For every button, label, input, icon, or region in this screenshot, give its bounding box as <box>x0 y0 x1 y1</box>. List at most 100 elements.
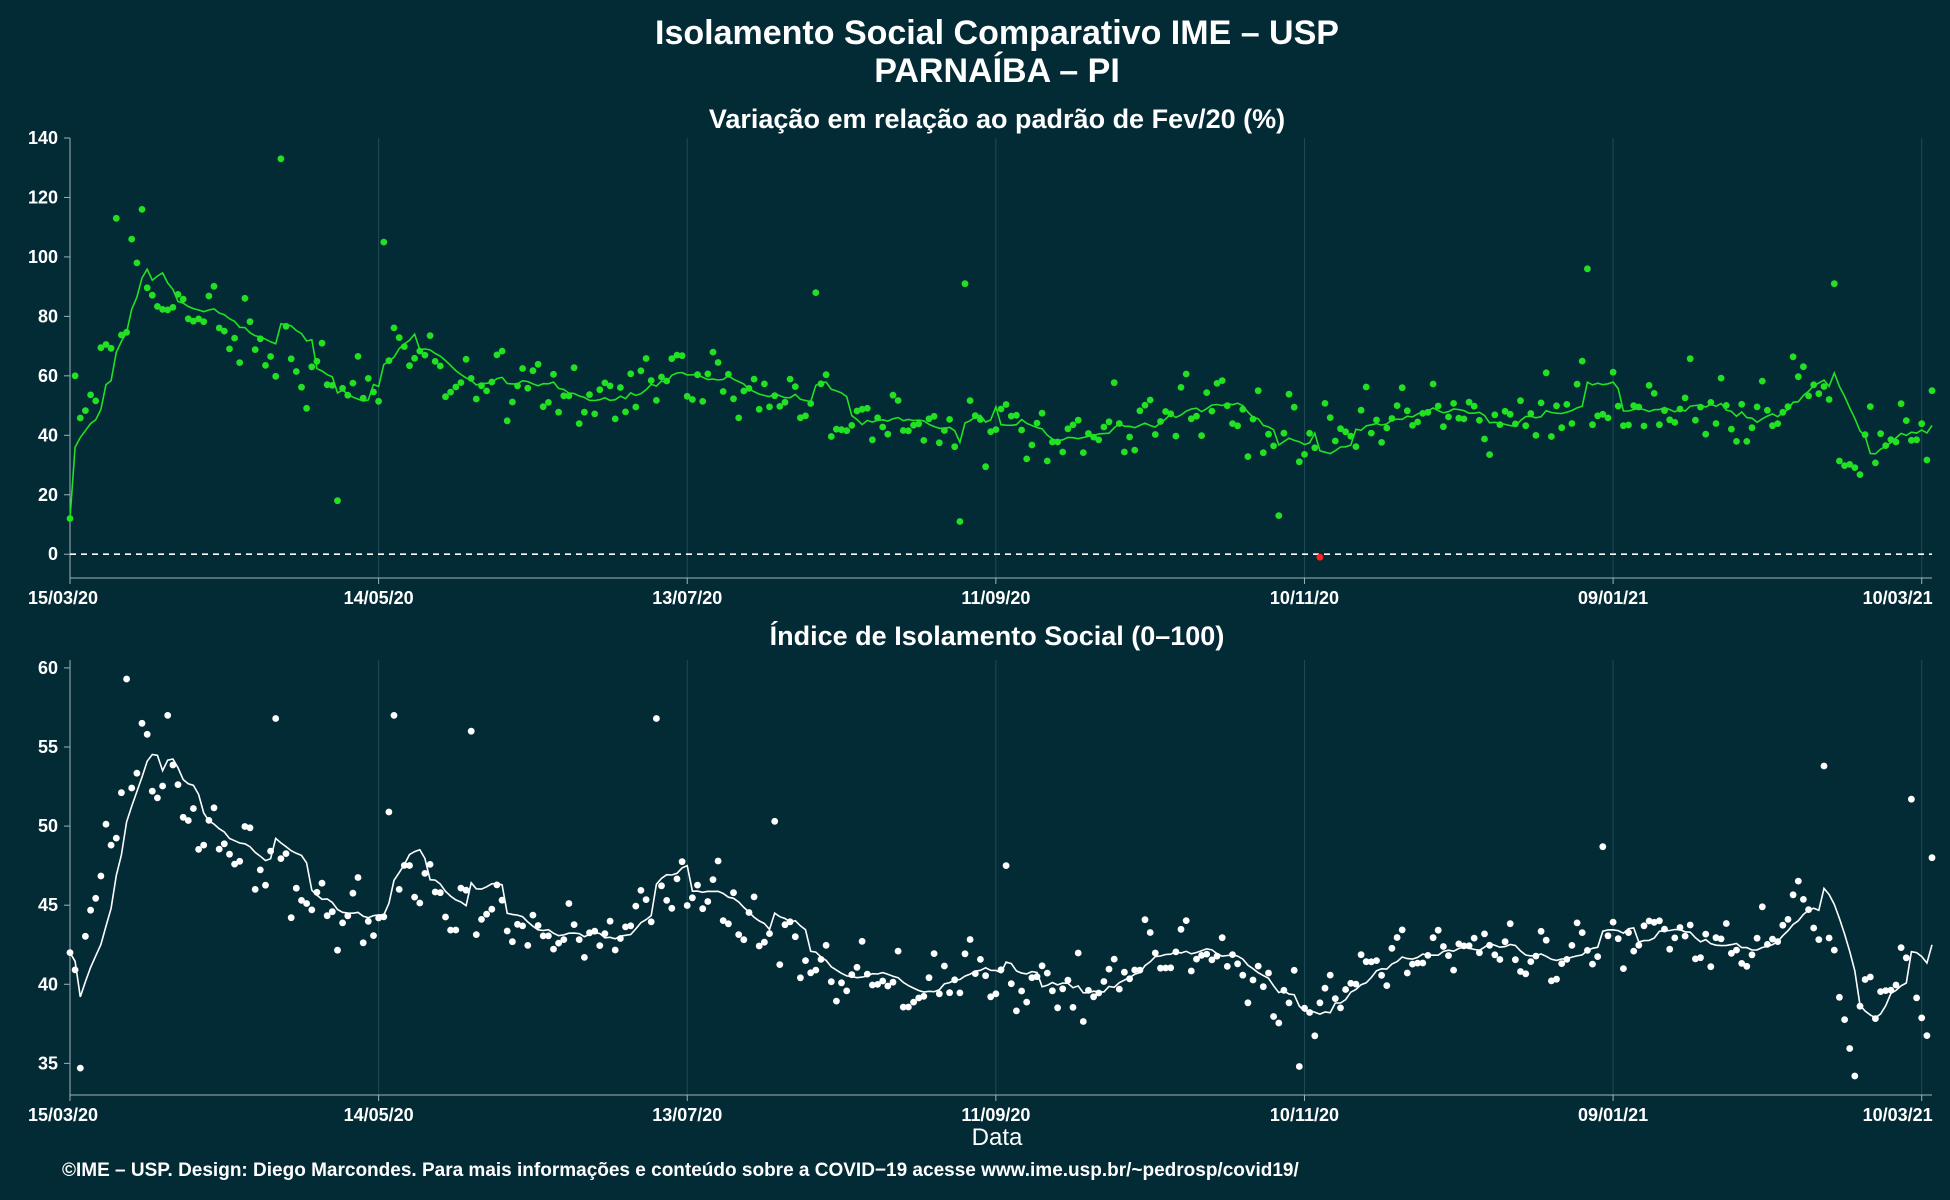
data-point <box>1661 925 1668 933</box>
data-point <box>334 946 341 954</box>
y-tick-label: 140 <box>28 128 58 148</box>
data-point <box>1825 934 1833 942</box>
data-point <box>205 817 213 824</box>
data-point <box>1584 265 1591 273</box>
data-point <box>1599 843 1607 851</box>
data-point <box>1095 989 1103 997</box>
data-point <box>755 942 763 950</box>
data-point <box>1548 433 1555 440</box>
data-point <box>308 363 316 371</box>
data-point <box>1254 387 1262 395</box>
data-point <box>1367 958 1375 966</box>
data-point <box>318 879 326 887</box>
data-point <box>725 920 732 928</box>
data-point <box>339 384 346 392</box>
data-point <box>1373 957 1380 964</box>
data-point <box>1018 987 1025 995</box>
data-point <box>1126 975 1133 983</box>
data-point <box>1023 998 1031 1006</box>
data-point <box>627 922 635 930</box>
data-point <box>354 874 362 881</box>
data-point <box>1476 949 1483 957</box>
data-point <box>370 932 377 939</box>
data-point <box>1223 963 1231 970</box>
data-point <box>344 912 352 920</box>
data-point <box>118 331 125 339</box>
data-point <box>1414 959 1421 967</box>
data-point <box>1717 935 1725 943</box>
data-point <box>1789 353 1797 361</box>
data-point <box>1229 951 1236 958</box>
data-point <box>1902 954 1910 962</box>
data-point <box>920 992 928 1000</box>
data-point <box>380 913 388 921</box>
data-point <box>1573 380 1581 388</box>
data-point <box>1177 384 1185 391</box>
data-point <box>987 428 995 436</box>
data-point <box>1352 443 1360 450</box>
data-point <box>941 962 948 970</box>
data-point <box>781 398 789 406</box>
data-point <box>1712 934 1720 942</box>
x-tick-label: 13/07/20 <box>652 1105 722 1125</box>
data-point <box>1728 949 1735 957</box>
data-point <box>344 391 352 399</box>
x-tick-label: 13/07/20 <box>652 588 722 608</box>
data-point <box>977 416 984 423</box>
data-point <box>431 888 439 896</box>
data-point <box>328 382 336 389</box>
data-point <box>776 961 784 968</box>
data-point <box>992 426 1000 433</box>
data-point <box>1254 962 1262 970</box>
data-point <box>642 355 650 362</box>
data-point <box>179 813 187 821</box>
data-point <box>1131 966 1139 974</box>
data-point <box>1743 438 1751 445</box>
data-point <box>1393 934 1401 941</box>
data-point <box>1815 936 1823 943</box>
data-point <box>1542 369 1550 377</box>
data-point <box>1841 462 1848 469</box>
data-point <box>1167 410 1175 418</box>
data-point <box>97 872 105 880</box>
data-point <box>503 927 511 935</box>
data-point <box>1383 424 1391 432</box>
data-point <box>1589 421 1596 429</box>
data-point <box>1522 970 1530 978</box>
data-point <box>303 404 310 412</box>
data-point <box>853 963 861 971</box>
data-point <box>1717 374 1725 382</box>
data-point <box>1614 402 1622 410</box>
data-point <box>1229 420 1236 427</box>
data-point <box>1172 948 1180 956</box>
data-point <box>910 998 917 1006</box>
x-tick-label: 14/05/20 <box>344 1105 414 1125</box>
data-point <box>1100 423 1108 431</box>
data-point <box>534 360 542 368</box>
data-point <box>982 463 989 471</box>
data-point <box>123 328 130 336</box>
data-point <box>791 933 799 941</box>
data-point <box>1800 363 1807 371</box>
data-point <box>241 823 249 830</box>
data-point <box>1440 423 1447 431</box>
data-point <box>714 359 722 366</box>
data-point <box>817 956 825 963</box>
data-point <box>1769 935 1776 943</box>
data-point <box>750 893 758 901</box>
data-point <box>894 397 902 404</box>
data-point <box>400 343 408 350</box>
data-point <box>673 875 681 883</box>
data-point <box>436 362 444 370</box>
data-point <box>1779 921 1787 929</box>
data-point <box>1398 926 1406 934</box>
data-point <box>761 938 768 946</box>
data-point <box>1769 422 1776 430</box>
data-point <box>1794 877 1802 885</box>
data-point <box>1440 943 1447 950</box>
data-point <box>1872 459 1879 467</box>
data-point <box>997 405 1005 413</box>
data-point <box>658 373 665 381</box>
data-point <box>1635 403 1643 411</box>
